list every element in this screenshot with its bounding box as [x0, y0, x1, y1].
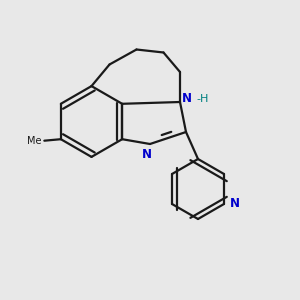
Text: Me: Me	[27, 136, 42, 146]
Text: -H: -H	[196, 94, 209, 104]
Text: N: N	[182, 92, 192, 106]
Text: N: N	[230, 197, 239, 210]
Text: N: N	[142, 148, 152, 161]
